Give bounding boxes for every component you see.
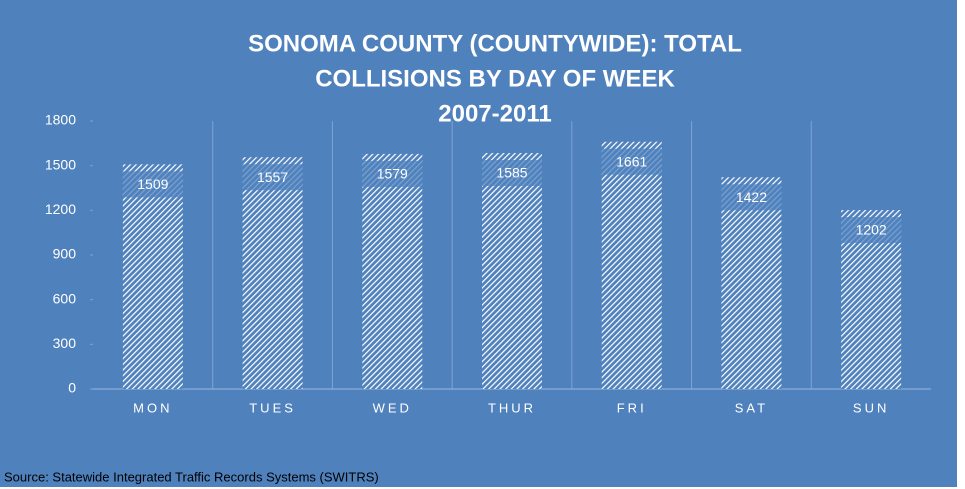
value-label: 1509: [137, 176, 168, 192]
x-tick-label: SUN: [853, 400, 889, 415]
y-tick-label: 0: [68, 380, 76, 396]
bar: [122, 164, 183, 389]
y-tick-label: 600: [53, 290, 77, 306]
y-tick-label: 300: [53, 335, 77, 351]
x-tick-label: WED: [373, 400, 412, 415]
value-label-box: [242, 164, 303, 191]
value-label-box: [362, 160, 423, 187]
bar: [601, 141, 662, 389]
y-tick-label: 1200: [45, 201, 76, 217]
chart-title: 2007-2011: [438, 100, 551, 127]
y-tick-label: 1500: [45, 156, 76, 172]
chart-title: SONOMA COUNTY (COUNTYWIDE): TOTAL: [248, 30, 742, 57]
chart-title: COLLISIONS BY DAY OF WEEK: [315, 65, 675, 92]
value-label: 1422: [736, 189, 767, 205]
value-label-box: [122, 171, 183, 198]
value-label-box: [482, 160, 542, 187]
value-label: 1661: [616, 153, 647, 169]
bar: [482, 153, 542, 389]
y-tick-label: 900: [53, 246, 77, 262]
y-tick-label: 1800: [45, 112, 76, 128]
source-note: Source: Statewide Integrated Traffic Rec…: [4, 469, 379, 484]
bar: [242, 157, 303, 389]
bar: [721, 177, 782, 389]
x-tick-label: TUES: [249, 400, 296, 415]
value-label: 1557: [257, 169, 288, 185]
value-label-box: [841, 217, 902, 244]
value-label-box: [601, 148, 662, 175]
value-label-box: [721, 184, 782, 211]
x-tick-label: MON: [133, 400, 172, 415]
value-label: 1579: [377, 166, 408, 182]
value-label: 1202: [856, 222, 887, 238]
x-tick-label: THUR: [488, 400, 536, 415]
bar: [362, 153, 423, 389]
x-tick-label: SAT: [735, 400, 768, 415]
x-tick-label: FRI: [617, 400, 647, 415]
value-label: 1585: [496, 165, 527, 181]
